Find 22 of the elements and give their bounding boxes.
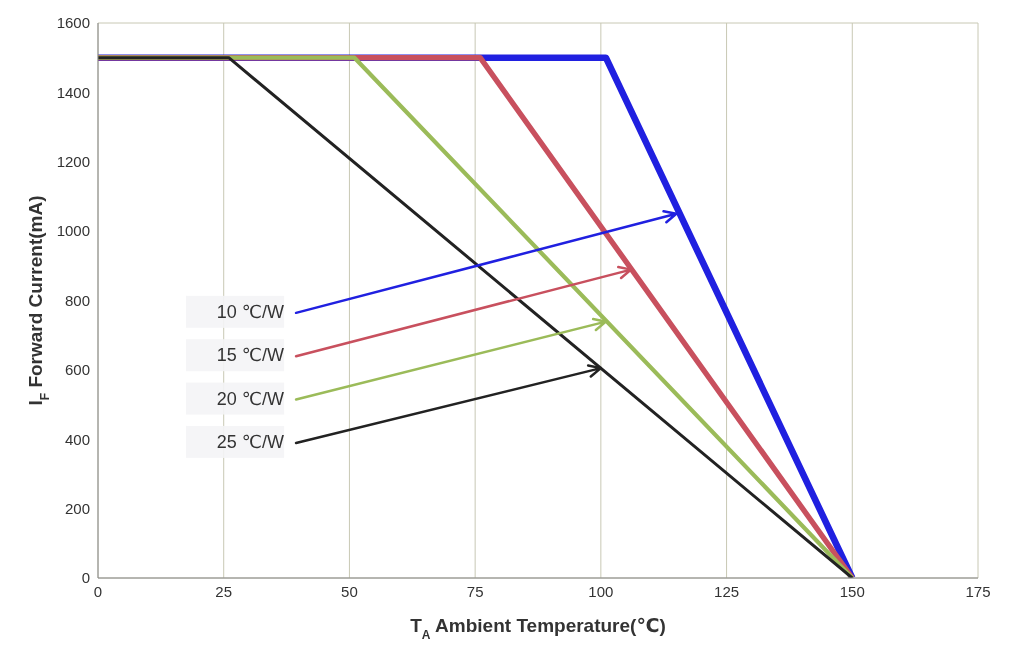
y-tick-label: 1000 <box>56 222 90 240</box>
annotation: 15 ℃/W <box>216 345 285 366</box>
y-tick-label: 600 <box>64 361 90 379</box>
x-axis-title: T$_{A}$ Ambient Temperature(℃) <box>410 615 666 642</box>
y-tick-label: 1600 <box>56 14 90 32</box>
x-tick-label: 125 <box>714 582 740 600</box>
y-tick-label: 0 <box>81 569 90 587</box>
annotation: 25 ℃/W <box>216 431 285 452</box>
x-tick-label: 75 <box>466 582 484 600</box>
x-tick-label: 150 <box>839 582 865 600</box>
y-tick-label: 1400 <box>56 83 90 101</box>
x-tick-label: 0 <box>93 582 103 600</box>
x-tick-label: 25 <box>215 582 233 600</box>
y-tick-label: 1200 <box>56 153 90 171</box>
x-tick-label: 175 <box>965 582 991 600</box>
annotation: 20 ℃/W <box>216 388 285 409</box>
annotation: 10 ℃/W <box>216 301 285 322</box>
y-tick-label: 200 <box>64 499 90 517</box>
y-tick-label: 800 <box>64 291 90 309</box>
x-tick-label: 50 <box>341 582 358 600</box>
x-tick-label: 100 <box>588 582 614 600</box>
y-tick-label: 400 <box>64 430 90 448</box>
